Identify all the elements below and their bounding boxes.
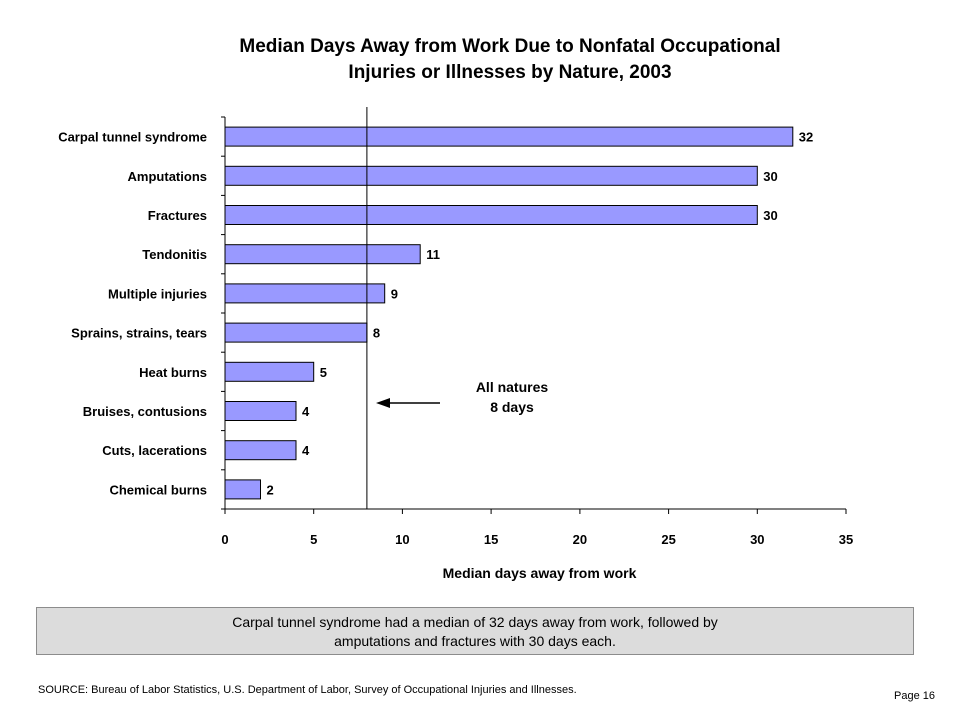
category-label: Multiple injuries (108, 286, 207, 301)
source-note: SOURCE: Bureau of Labor Statistics, U.S.… (38, 684, 577, 696)
bar (224, 126, 794, 147)
summary-line-2: amputations and fractures with 30 days e… (334, 633, 616, 649)
chart-title-line-1: Median Days Away from Work Due to Nonfat… (239, 36, 781, 57)
x-tick-label: 30 (750, 532, 764, 547)
summary-box: Carpal tunnel syndrome had a median of 3… (36, 607, 914, 655)
data-label: 32 (799, 130, 813, 145)
x-tick-label: 5 (310, 532, 317, 547)
x-tick-label: 35 (839, 532, 853, 547)
axes-group (221, 116, 847, 514)
bar (224, 165, 758, 186)
x-tick-label: 20 (573, 532, 587, 547)
data-label: 11 (426, 247, 440, 262)
data-label: 5 (320, 365, 327, 380)
x-tick-label: 0 (221, 532, 228, 547)
data-label: 8 (373, 326, 380, 341)
data-label: 4 (302, 443, 310, 458)
category-label: Carpal tunnel syndrome (58, 130, 207, 145)
x-tick-label: 15 (484, 532, 498, 547)
chart-title: Median Days Away from Work Due to Nonfat… (130, 34, 890, 86)
data-label: 2 (267, 482, 274, 497)
data-label: 4 (302, 404, 310, 419)
bar-chart: 32 Carpal tunnel syndrome 30 Amputations 30 F… (58, 107, 853, 581)
category-label: Heat burns (139, 365, 207, 380)
category-label: Chemical burns (109, 482, 207, 497)
category-label: Tendonitis (142, 247, 207, 262)
page-number: Page 16 (894, 690, 935, 702)
chart-title-line-2: Injuries or Illnesses by Nature, 2003 (348, 62, 672, 83)
data-label: 30 (763, 169, 777, 184)
x-axis-label: Median days away from work (443, 565, 637, 581)
bar (224, 440, 297, 461)
bar (224, 401, 297, 421)
bar (224, 244, 421, 265)
summary-line-1: Carpal tunnel syndrome had a median of 3… (232, 614, 718, 630)
bar (224, 283, 386, 304)
x-tick-label: 10 (395, 532, 409, 547)
labels-group: 32 Carpal tunnel syndrome 30 Amputations 30 F… (58, 130, 853, 581)
category-label: Sprains, strains, tears (71, 326, 207, 341)
reference-label: 8 days (490, 399, 534, 415)
data-label: 9 (391, 286, 398, 301)
reference-label: All natures (476, 379, 549, 395)
data-label: 30 (763, 208, 777, 223)
reference-group: All natures 8 days (366, 107, 549, 509)
bars-group (224, 126, 794, 500)
category-label: Bruises, contusions (83, 404, 207, 419)
arrow-head (376, 398, 390, 408)
bar (224, 205, 758, 225)
bar (224, 361, 315, 382)
category-label: Cuts, lacerations (102, 443, 207, 458)
category-label: Fractures (148, 208, 207, 223)
category-label: Amputations (128, 169, 207, 184)
bar (224, 322, 368, 343)
bar (224, 479, 261, 500)
x-tick-label: 25 (661, 532, 675, 547)
